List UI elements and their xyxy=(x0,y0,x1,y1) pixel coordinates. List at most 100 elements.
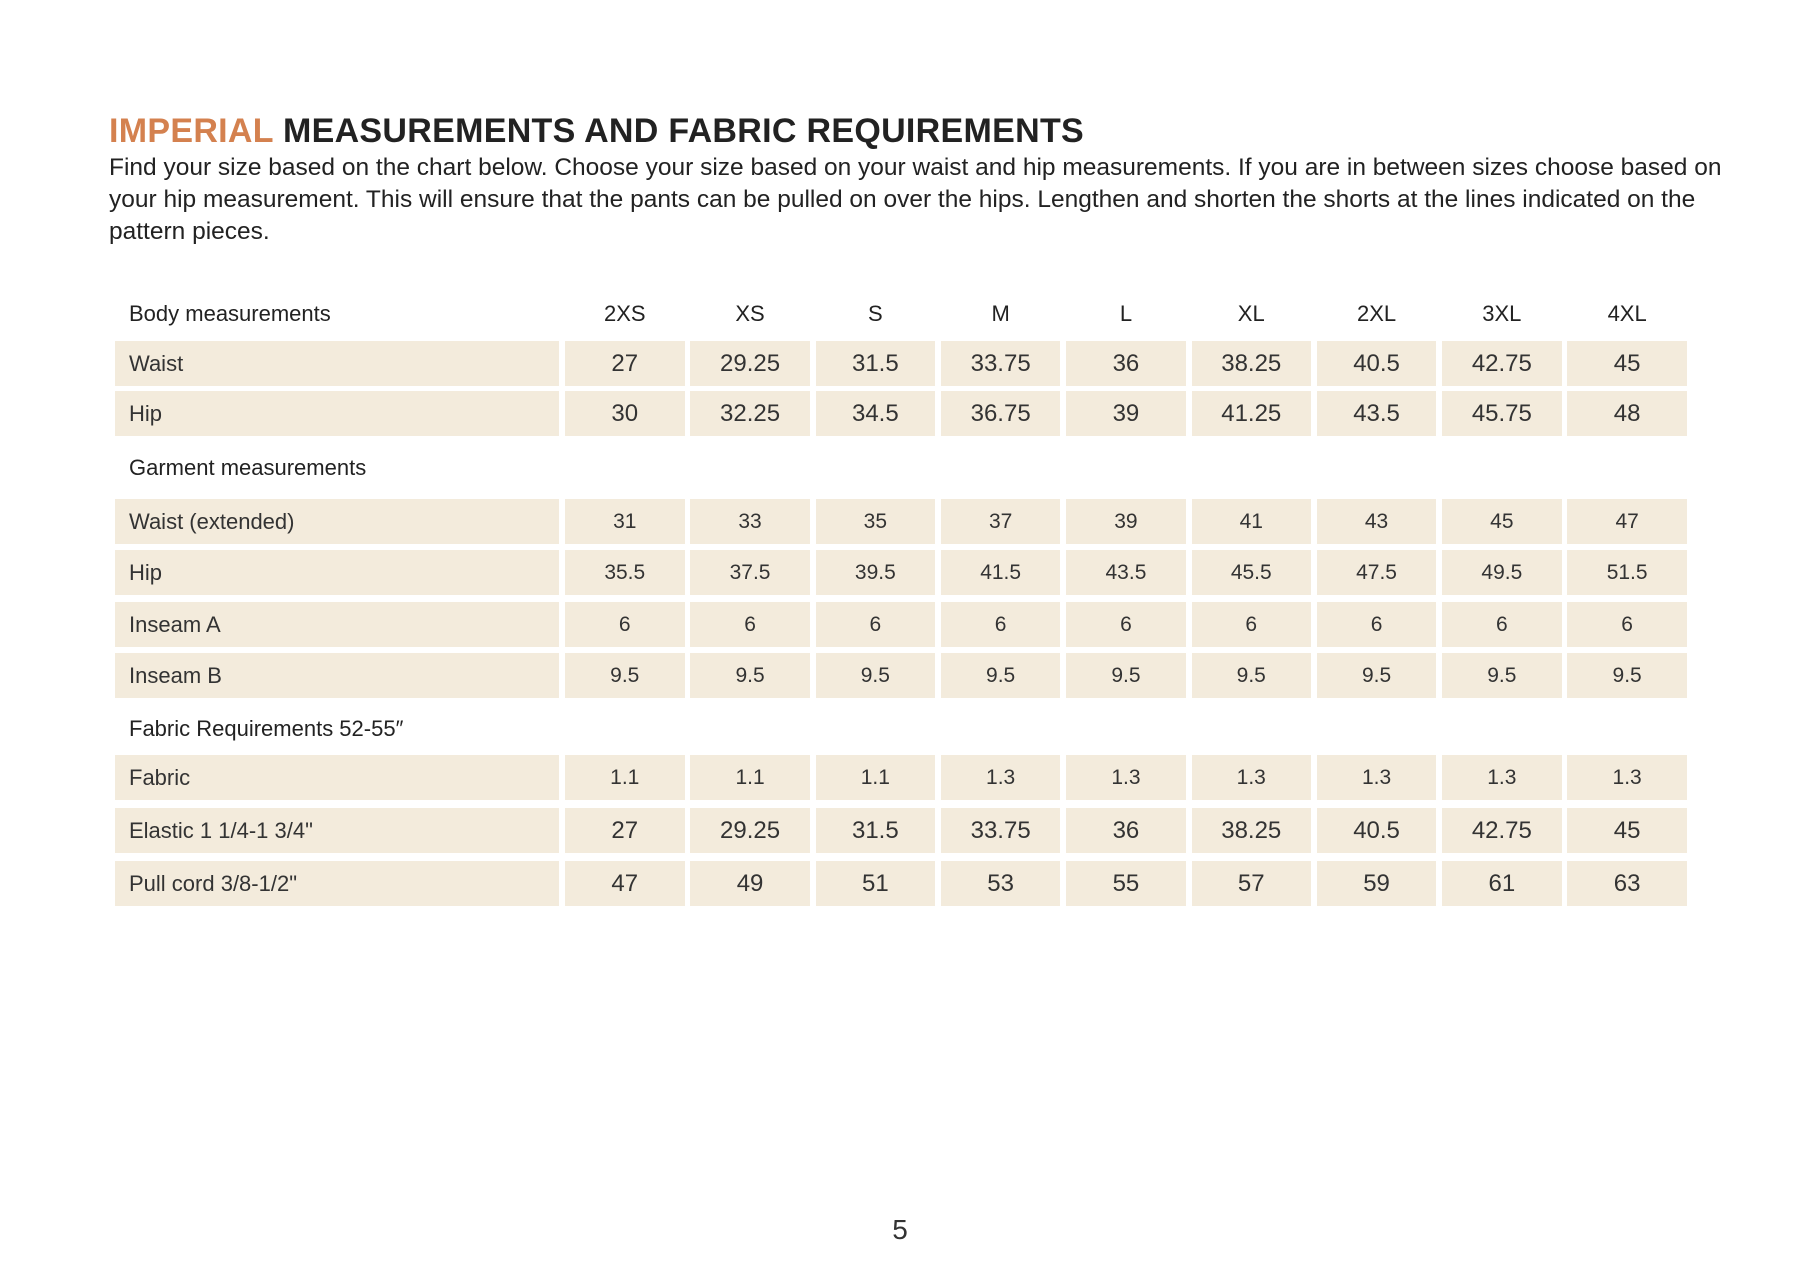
size-header: 2XL xyxy=(1317,294,1437,334)
table-cell: 38.25 xyxy=(1192,341,1312,386)
table-cell: 6 xyxy=(1066,602,1186,647)
row-label: Waist (extended) xyxy=(115,499,559,544)
table-cell: 9.5 xyxy=(1567,653,1687,698)
table-cell: 9.5 xyxy=(565,653,685,698)
table-cell: 39 xyxy=(1066,499,1186,544)
table-cell: 31.5 xyxy=(816,808,936,853)
table-cell: 27 xyxy=(565,341,685,386)
table-cell: 42.75 xyxy=(1442,808,1562,853)
table-cell: 51.5 xyxy=(1567,550,1687,595)
table-cell: 1.3 xyxy=(1192,755,1312,800)
table-cell: 55 xyxy=(1066,861,1186,906)
size-header: 2XS xyxy=(565,294,685,334)
table-cell: 59 xyxy=(1317,861,1437,906)
size-header: L xyxy=(1066,294,1186,334)
table-cell: 1.1 xyxy=(816,755,936,800)
table-cell: 47 xyxy=(1567,499,1687,544)
size-header: 3XL xyxy=(1442,294,1562,334)
table-cell: 29.25 xyxy=(690,808,810,853)
table-cell: 36 xyxy=(1066,341,1186,386)
table-cell: 45.5 xyxy=(1192,550,1312,595)
table-cell: 6 xyxy=(816,602,936,647)
table-cell: 6 xyxy=(941,602,1061,647)
size-header: XL xyxy=(1192,294,1312,334)
table-cell: 32.25 xyxy=(690,391,810,436)
table-cell: 27 xyxy=(565,808,685,853)
table-cell: 41 xyxy=(1192,499,1312,544)
row-label: Inseam B xyxy=(115,653,559,698)
table-cell: 45 xyxy=(1567,808,1687,853)
table-cell: 47 xyxy=(565,861,685,906)
table-cell: 1.3 xyxy=(1567,755,1687,800)
section-heading: Fabric Requirements 52-55″ xyxy=(129,709,403,749)
table-cell: 6 xyxy=(1317,602,1437,647)
table-cell: 9.5 xyxy=(941,653,1061,698)
table-cell: 41.25 xyxy=(1192,391,1312,436)
table-cell: 35.5 xyxy=(565,550,685,595)
table-cell: 53 xyxy=(941,861,1061,906)
table-cell: 9.5 xyxy=(1066,653,1186,698)
table-cell: 33 xyxy=(690,499,810,544)
table-cell: 9.5 xyxy=(1317,653,1437,698)
size-header: M xyxy=(941,294,1061,334)
table-cell: 45 xyxy=(1442,499,1562,544)
table-cell: 29.25 xyxy=(690,341,810,386)
table-cell: 9.5 xyxy=(1192,653,1312,698)
size-header: 4XL xyxy=(1567,294,1687,334)
table-cell: 6 xyxy=(1567,602,1687,647)
table-cell: 37 xyxy=(941,499,1061,544)
table-cell: 1.3 xyxy=(1317,755,1437,800)
table-cell: 43.5 xyxy=(1066,550,1186,595)
table-cell: 40.5 xyxy=(1317,341,1437,386)
table-cell: 31.5 xyxy=(816,341,936,386)
table-cell: 33.75 xyxy=(941,808,1061,853)
row-label: Hip xyxy=(115,550,559,595)
table-cell: 1.1 xyxy=(565,755,685,800)
section-heading: Body measurements xyxy=(129,294,331,334)
table-cell: 38.25 xyxy=(1192,808,1312,853)
table-cell: 1.3 xyxy=(941,755,1061,800)
row-label: Inseam A xyxy=(115,602,559,647)
table-cell: 51 xyxy=(816,861,936,906)
size-header: S xyxy=(816,294,936,334)
table-cell: 1.1 xyxy=(690,755,810,800)
table-cell: 41.5 xyxy=(941,550,1061,595)
table-cell: 33.75 xyxy=(941,341,1061,386)
table-cell: 36 xyxy=(1066,808,1186,853)
table-cell: 45.75 xyxy=(1442,391,1562,436)
table-cell: 45 xyxy=(1567,341,1687,386)
table-cell: 6 xyxy=(565,602,685,647)
table-cell: 43 xyxy=(1317,499,1437,544)
table-cell: 37.5 xyxy=(690,550,810,595)
table-cell: 39 xyxy=(1066,391,1186,436)
table-cell: 31 xyxy=(565,499,685,544)
table-cell: 9.5 xyxy=(1442,653,1562,698)
table-cell: 9.5 xyxy=(690,653,810,698)
table-cell: 49 xyxy=(690,861,810,906)
row-label: Elastic 1 1/4-1 3/4" xyxy=(115,808,559,853)
table-cell: 39.5 xyxy=(816,550,936,595)
table-cell: 6 xyxy=(690,602,810,647)
table-cell: 35 xyxy=(816,499,936,544)
table-cell: 6 xyxy=(1442,602,1562,647)
table-cell: 49.5 xyxy=(1442,550,1562,595)
size-chart-table: Body measurements 2XSXSSMLXL2XL3XL4XL Wais… xyxy=(0,0,1800,1283)
table-cell: 42.75 xyxy=(1442,341,1562,386)
row-label: Hip xyxy=(115,391,559,436)
section-heading: Garment measurements xyxy=(129,448,366,488)
table-cell: 30 xyxy=(565,391,685,436)
table-cell: 1.3 xyxy=(1442,755,1562,800)
table-cell: 34.5 xyxy=(816,391,936,436)
table-cell: 48 xyxy=(1567,391,1687,436)
table-cell: 6 xyxy=(1192,602,1312,647)
table-cell: 9.5 xyxy=(816,653,936,698)
size-header: XS xyxy=(690,294,810,334)
table-cell: 40.5 xyxy=(1317,808,1437,853)
table-cell: 63 xyxy=(1567,861,1687,906)
table-cell: 61 xyxy=(1442,861,1562,906)
table-cell: 47.5 xyxy=(1317,550,1437,595)
table-cell: 57 xyxy=(1192,861,1312,906)
row-label: Waist xyxy=(115,341,559,386)
page-number: 5 xyxy=(0,1214,1800,1246)
row-label: Pull cord 3/8-1/2" xyxy=(115,861,559,906)
